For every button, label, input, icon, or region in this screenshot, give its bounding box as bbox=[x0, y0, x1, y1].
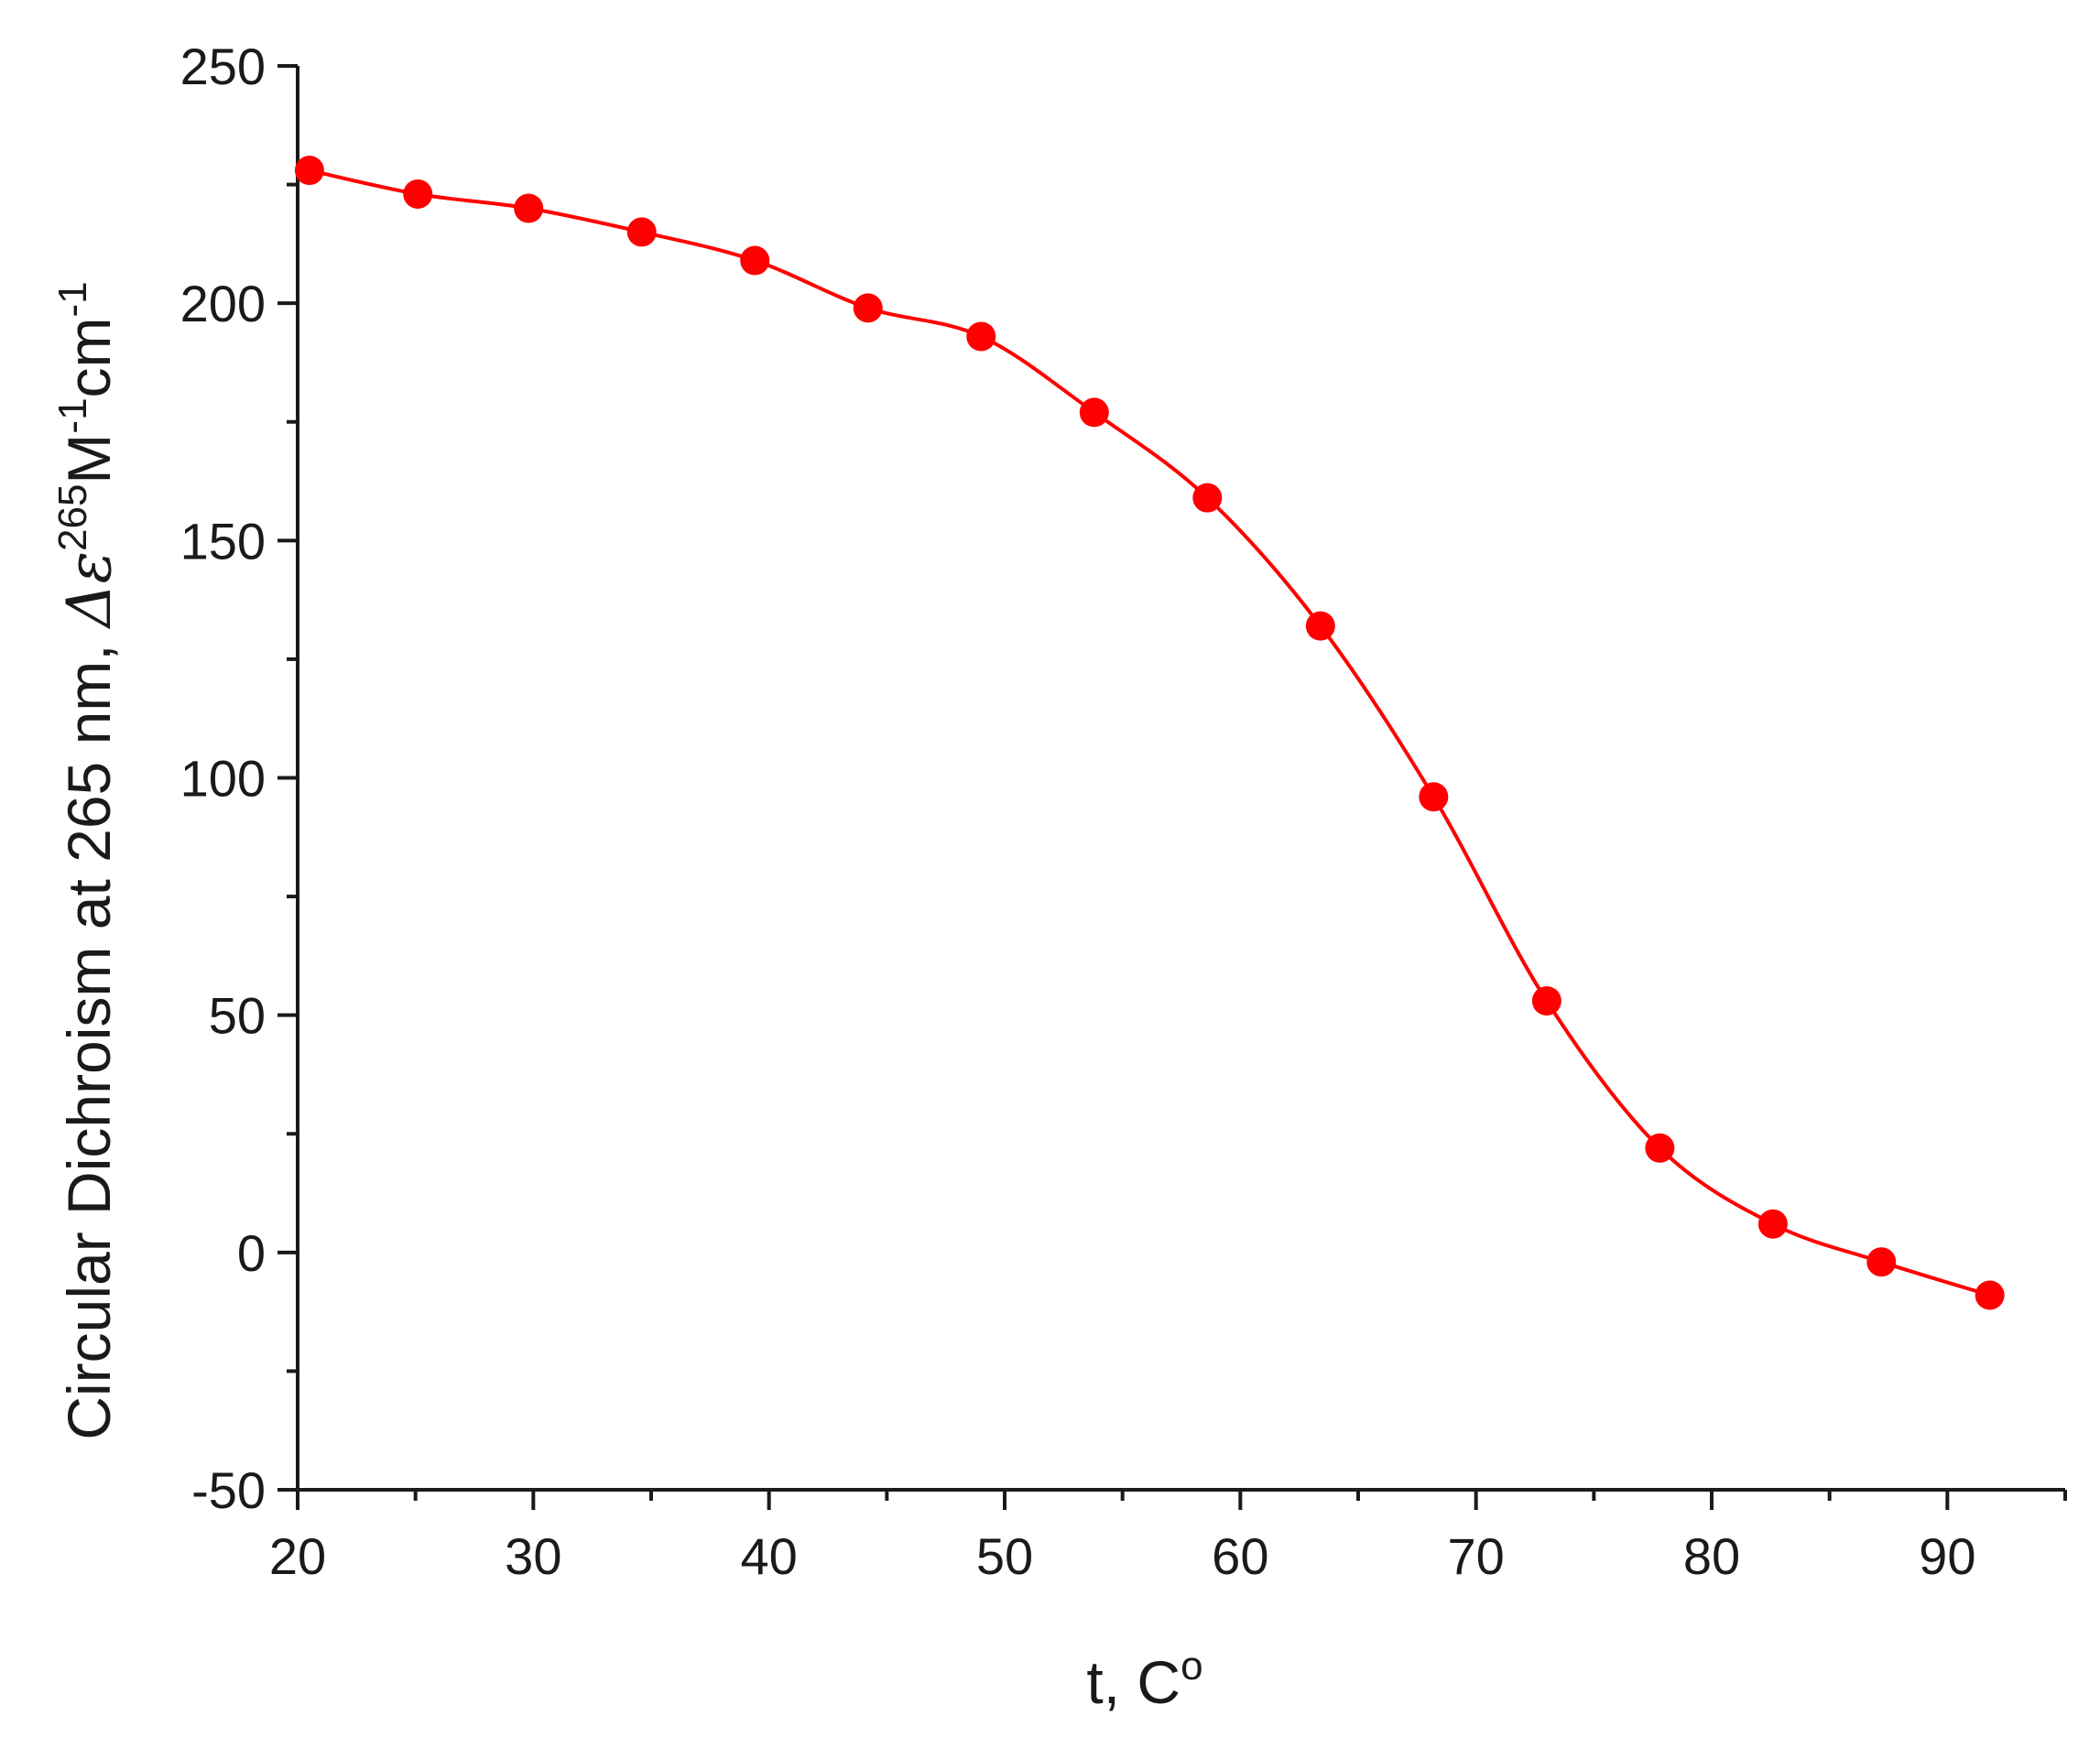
data-point bbox=[1975, 1280, 2005, 1310]
series-layer bbox=[294, 156, 2005, 1310]
axes-layer bbox=[296, 66, 2065, 1492]
data-point bbox=[626, 217, 657, 247]
y-tick-label: 0 bbox=[237, 1224, 266, 1282]
x-tick-label: 60 bbox=[1212, 1527, 1268, 1585]
y-axis-title-sup1: 265 bbox=[50, 484, 95, 551]
data-point bbox=[853, 293, 883, 323]
y-axis-title-delta: Δε bbox=[54, 551, 125, 630]
y-tick-label: 200 bbox=[180, 275, 266, 332]
x-tick-label: 70 bbox=[1448, 1527, 1505, 1585]
y-axis-title-prefix: Circular Dichroism at 265 nm, bbox=[55, 627, 123, 1440]
data-point bbox=[1192, 483, 1223, 513]
y-tick-label: -50 bbox=[191, 1461, 266, 1519]
x-tick-label: 90 bbox=[1919, 1527, 1975, 1585]
x-axis-title: t, Co bbox=[1086, 1644, 1202, 1716]
x-axis-title-main: t, C bbox=[1086, 1648, 1181, 1716]
y-axis-title-unit2: cm bbox=[55, 317, 123, 397]
ticks-layer bbox=[277, 64, 2067, 1510]
x-tick-label: 50 bbox=[976, 1527, 1033, 1585]
data-point bbox=[1079, 397, 1109, 428]
data-point bbox=[294, 156, 324, 186]
y-tick-label: 150 bbox=[180, 512, 266, 570]
tick-labels-layer: 20 30 40 50 60 70 80 90 -50 0 50 100 150 200 250 bbox=[180, 38, 1976, 1585]
data-point bbox=[1305, 611, 1335, 641]
series-line bbox=[309, 168, 1991, 1297]
data-point bbox=[740, 245, 770, 276]
x-axis-title-sup: o bbox=[1181, 1644, 1202, 1688]
data-point bbox=[966, 321, 996, 352]
y-tick-label: 250 bbox=[180, 38, 266, 95]
data-point bbox=[1645, 1133, 1675, 1163]
x-tick-label: 30 bbox=[505, 1527, 561, 1585]
y-tick-label: 50 bbox=[209, 987, 266, 1045]
data-point bbox=[1419, 782, 1449, 812]
y-axis-title-sup2: -1 bbox=[50, 397, 95, 433]
y-axis-title-sup3: -1 bbox=[50, 281, 95, 317]
data-point bbox=[1757, 1209, 1788, 1239]
x-tick-label: 20 bbox=[269, 1527, 326, 1585]
x-tick-label: 40 bbox=[741, 1527, 798, 1585]
y-axis-title: Circular Dichroism at 265 nm, Δε265M-1cm… bbox=[50, 281, 125, 1439]
x-tick-label: 80 bbox=[1683, 1527, 1740, 1585]
y-tick-label: 100 bbox=[180, 750, 266, 808]
data-point bbox=[1866, 1247, 1897, 1277]
y-axis-title-unit1: M bbox=[55, 434, 123, 484]
data-point bbox=[403, 179, 433, 209]
data-point bbox=[1531, 986, 1561, 1016]
data-point bbox=[514, 193, 544, 223]
